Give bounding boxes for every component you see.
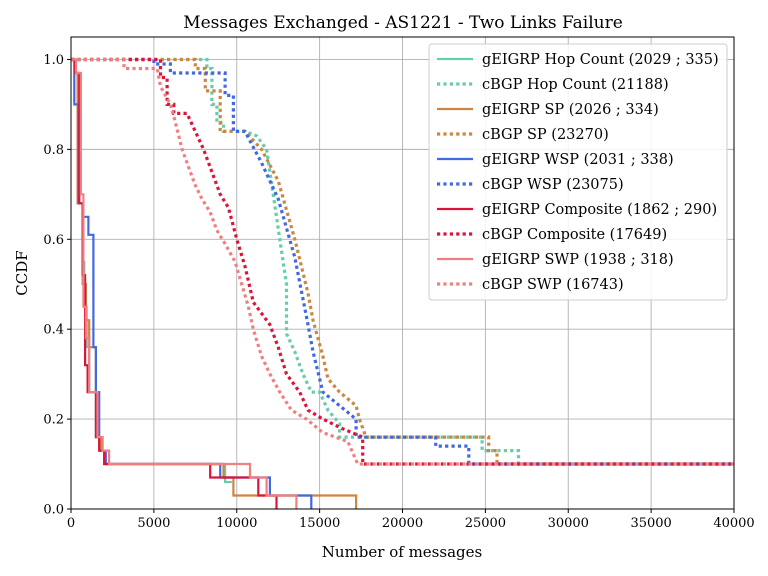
legend: gEIGRP Hop Count (2029 ; 335) cBGP Hop Co… (428, 43, 728, 301)
x-axis-label: Number of messages (322, 543, 482, 561)
series-line-7 (71, 57, 734, 466)
legend-label: gEIGRP WSP (2031 ; 338) (482, 152, 674, 168)
legend-label: cBGP WSP (23075) (482, 177, 624, 193)
legend-label: gEIGRP SWP (1938 ; 318) (482, 252, 674, 268)
x-tick-label: 35000 (630, 516, 671, 531)
series-line-6 (71, 57, 734, 466)
x-tick-label: 5000 (137, 516, 170, 531)
x-tick-label: 40000 (713, 516, 754, 531)
axis-ticks: 0 5000 10000 15000 20000 25000 30000 35000 40000… (43, 53, 754, 531)
series-lines (71, 57, 734, 509)
x-tick-label: 20000 (382, 516, 423, 531)
x-tick-label: 0 (67, 516, 75, 531)
x-tick-label: 10000 (216, 516, 257, 531)
series-line-9 (71, 57, 734, 466)
legend-label: gEIGRP SP (2026 ; 334) (482, 102, 659, 118)
series-line-4 (71, 58, 298, 509)
legend-label: gEIGRP Hop Count (2029 ; 335) (482, 52, 719, 68)
x-tick-label: 15000 (299, 516, 340, 531)
y-tick-label: 0.0 (43, 503, 64, 518)
legend-label: cBGP Composite (17649) (482, 227, 667, 243)
y-tick-label: 0.2 (43, 413, 64, 428)
y-axis-label: CCDF (13, 250, 31, 295)
legend-label: cBGP SP (23270) (482, 127, 609, 143)
y-tick-label: 0.6 (43, 233, 64, 248)
legend-label: gEIGRP Composite (1862 ; 290) (482, 202, 717, 218)
y-tick-label: 1.0 (43, 53, 64, 68)
x-tick-label: 30000 (548, 516, 589, 531)
x-tick-label: 25000 (465, 516, 506, 531)
legend-label: cBGP Hop Count (21188) (482, 77, 669, 93)
legend-label: cBGP SWP (16743) (482, 277, 624, 293)
chart-title: Messages Exchanged - AS1221 - Two Links … (183, 13, 623, 33)
series-line-8 (71, 57, 734, 466)
legend-box (428, 43, 728, 301)
y-tick-label: 0.8 (43, 143, 64, 158)
y-tick-label: 0.4 (43, 323, 64, 338)
